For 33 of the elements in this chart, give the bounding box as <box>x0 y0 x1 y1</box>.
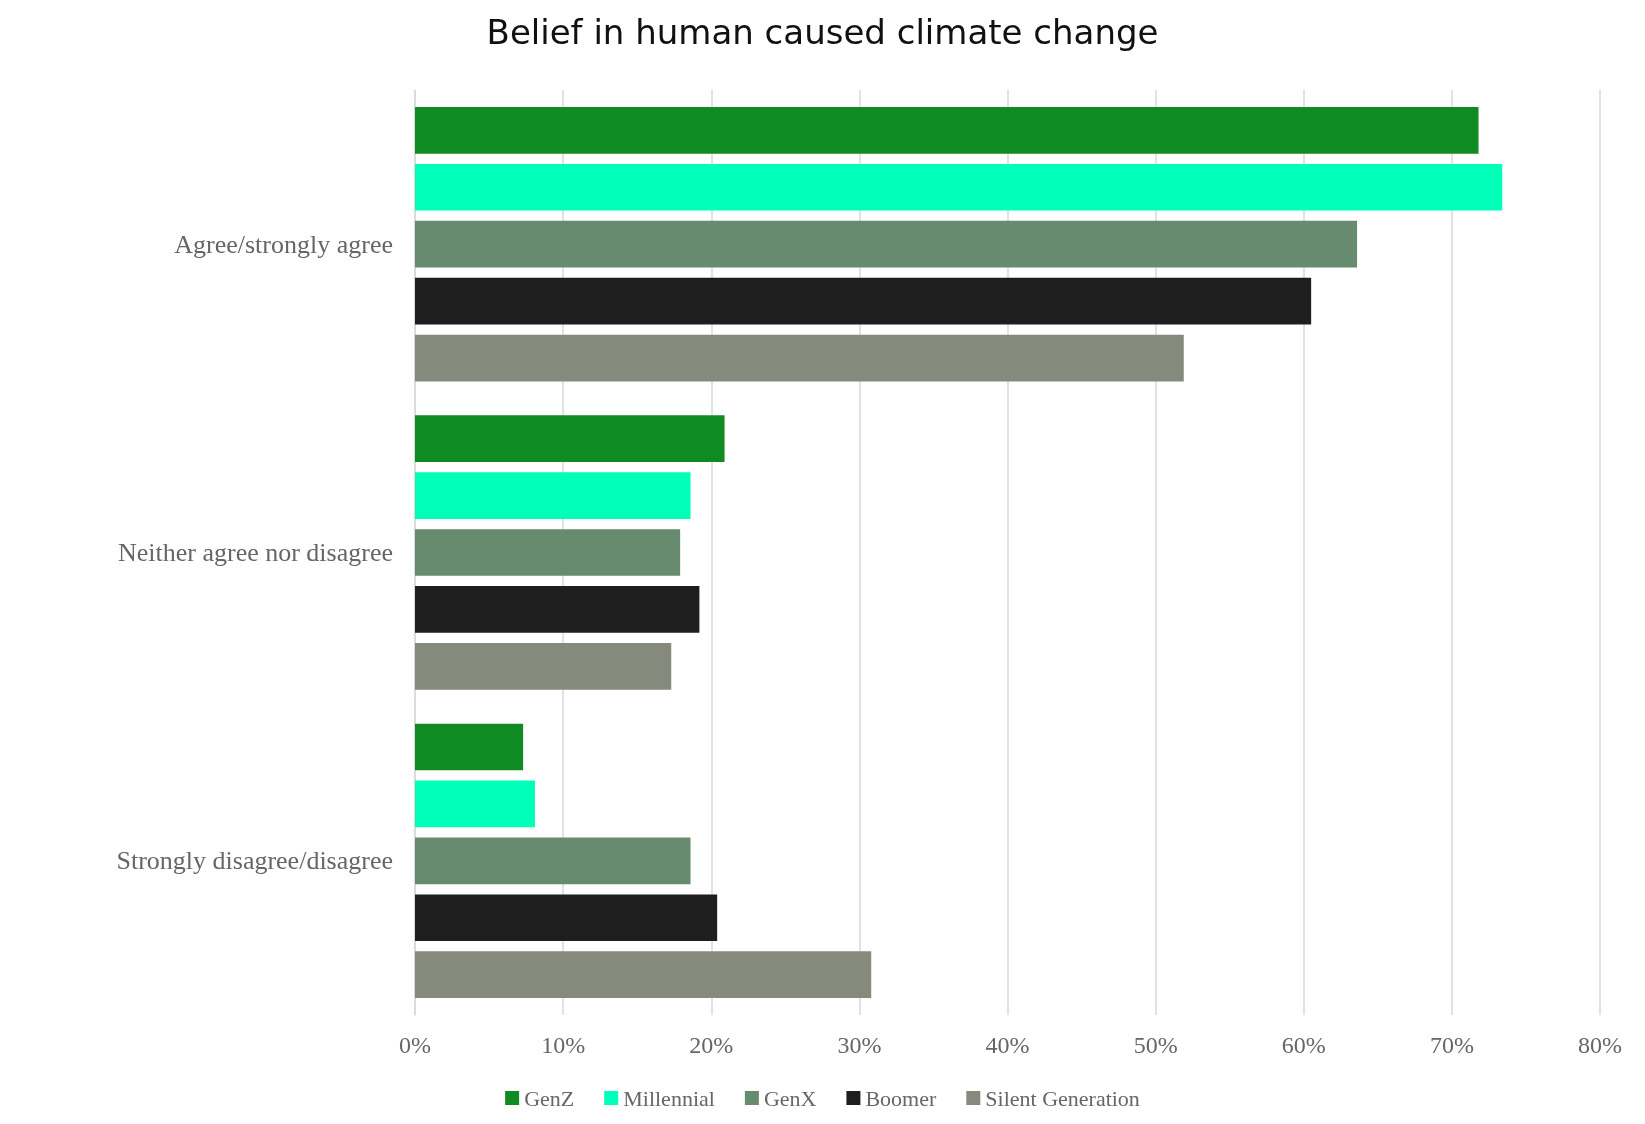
legend-label: Millennial <box>623 1085 715 1111</box>
x-tick-label: 70% <box>1429 1032 1474 1058</box>
y-tick-label: Strongly disagree/disagree <box>116 846 393 876</box>
x-tick-label: 80% <box>1578 1032 1622 1058</box>
x-tick-label: 60% <box>1281 1032 1326 1058</box>
x-tick-label: 0% <box>399 1032 431 1058</box>
x-tick-label: 50% <box>1133 1032 1178 1058</box>
bar <box>415 106 1479 154</box>
bar <box>415 723 524 771</box>
bar <box>415 277 1312 325</box>
legend-label: GenZ <box>524 1085 575 1111</box>
bar <box>415 643 672 690</box>
bar <box>415 472 691 519</box>
y-tick-label: Neither agree nor disagree <box>117 538 393 567</box>
bar <box>415 837 691 885</box>
bar <box>415 586 700 633</box>
bar <box>415 951 872 999</box>
bar <box>415 780 535 828</box>
legend-label: Silent Generation <box>985 1085 1140 1111</box>
legend-label: Boomer <box>865 1085 937 1111</box>
legend-label: GenX <box>763 1085 817 1111</box>
bar <box>415 415 725 462</box>
y-tick-label: Agree/strongly agree <box>174 229 393 259</box>
x-tick-label: 30% <box>837 1032 882 1058</box>
bar <box>415 163 1503 211</box>
chart-title: Belief in human caused climate change <box>486 12 1159 52</box>
x-tick-label: 40% <box>985 1032 1030 1058</box>
bar <box>415 894 718 942</box>
x-tick-label: 10% <box>541 1032 586 1058</box>
bar <box>415 529 681 576</box>
x-tick-label: 20% <box>689 1032 734 1058</box>
bar <box>415 220 1358 268</box>
bar <box>415 334 1184 382</box>
